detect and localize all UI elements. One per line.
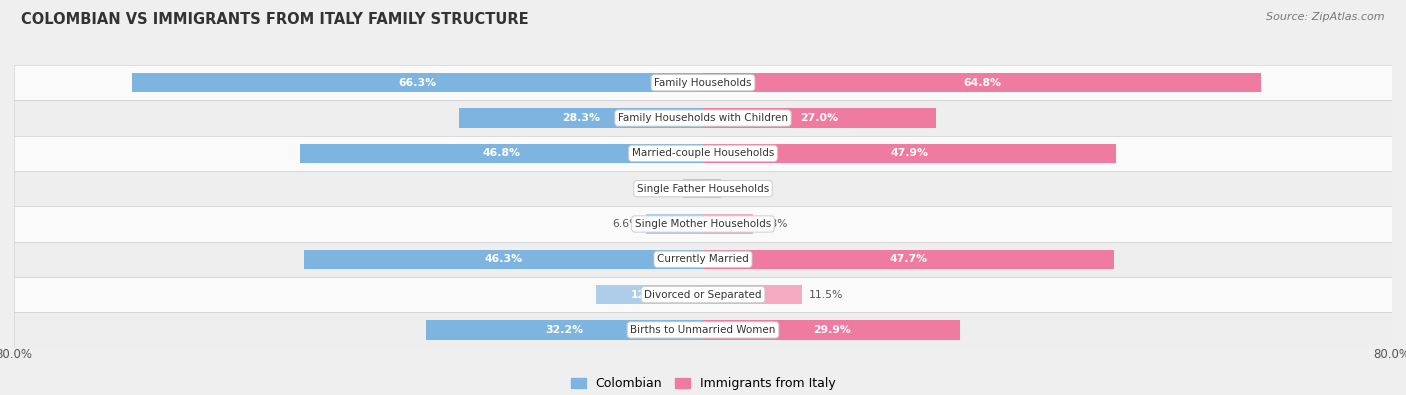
Bar xyxy=(14,242,1392,277)
Text: Family Households: Family Households xyxy=(654,78,752,88)
Legend: Colombian, Immigrants from Italy: Colombian, Immigrants from Italy xyxy=(565,372,841,395)
Bar xyxy=(703,144,1115,163)
Bar xyxy=(14,100,1392,136)
Text: COLOMBIAN VS IMMIGRANTS FROM ITALY FAMILY STRUCTURE: COLOMBIAN VS IMMIGRANTS FROM ITALY FAMIL… xyxy=(21,12,529,27)
Bar xyxy=(703,108,935,128)
Text: 2.3%: 2.3% xyxy=(648,184,676,194)
Bar xyxy=(703,250,1114,269)
Text: 11.5%: 11.5% xyxy=(808,290,844,300)
Bar xyxy=(14,206,1392,242)
Bar xyxy=(703,285,801,304)
Bar xyxy=(132,73,703,92)
Text: 29.9%: 29.9% xyxy=(813,325,851,335)
Text: 46.8%: 46.8% xyxy=(482,149,520,158)
Text: 47.7%: 47.7% xyxy=(890,254,928,264)
Text: Births to Unmarried Women: Births to Unmarried Women xyxy=(630,325,776,335)
Text: Family Households with Children: Family Households with Children xyxy=(619,113,787,123)
Bar xyxy=(703,73,1261,92)
Bar xyxy=(703,320,960,340)
Text: 2.1%: 2.1% xyxy=(728,184,755,194)
Text: 6.6%: 6.6% xyxy=(612,219,640,229)
Text: 32.2%: 32.2% xyxy=(546,325,583,335)
Bar xyxy=(299,144,703,163)
Bar xyxy=(683,179,703,198)
Text: 80.0%: 80.0% xyxy=(1374,348,1406,361)
Text: Currently Married: Currently Married xyxy=(657,254,749,264)
Bar xyxy=(596,285,703,304)
Text: Single Mother Households: Single Mother Households xyxy=(636,219,770,229)
Bar xyxy=(14,277,1392,312)
Bar xyxy=(304,250,703,269)
Text: 28.3%: 28.3% xyxy=(562,113,600,123)
Text: Divorced or Separated: Divorced or Separated xyxy=(644,290,762,300)
Text: 47.9%: 47.9% xyxy=(890,149,928,158)
Text: 64.8%: 64.8% xyxy=(963,78,1001,88)
Text: 27.0%: 27.0% xyxy=(800,113,838,123)
Text: 12.4%: 12.4% xyxy=(631,290,669,300)
Text: 80.0%: 80.0% xyxy=(0,348,32,361)
Text: 66.3%: 66.3% xyxy=(398,78,437,88)
Bar xyxy=(14,312,1392,348)
Text: Married-couple Households: Married-couple Households xyxy=(631,149,775,158)
Bar xyxy=(647,214,703,234)
Text: 5.8%: 5.8% xyxy=(759,219,787,229)
Bar xyxy=(14,171,1392,206)
Bar xyxy=(426,320,703,340)
Text: Source: ZipAtlas.com: Source: ZipAtlas.com xyxy=(1267,12,1385,22)
Bar xyxy=(14,65,1392,100)
Text: Single Father Households: Single Father Households xyxy=(637,184,769,194)
Text: 46.3%: 46.3% xyxy=(485,254,523,264)
Bar xyxy=(703,214,754,234)
Bar xyxy=(460,108,703,128)
Bar xyxy=(14,136,1392,171)
Bar xyxy=(703,179,721,198)
